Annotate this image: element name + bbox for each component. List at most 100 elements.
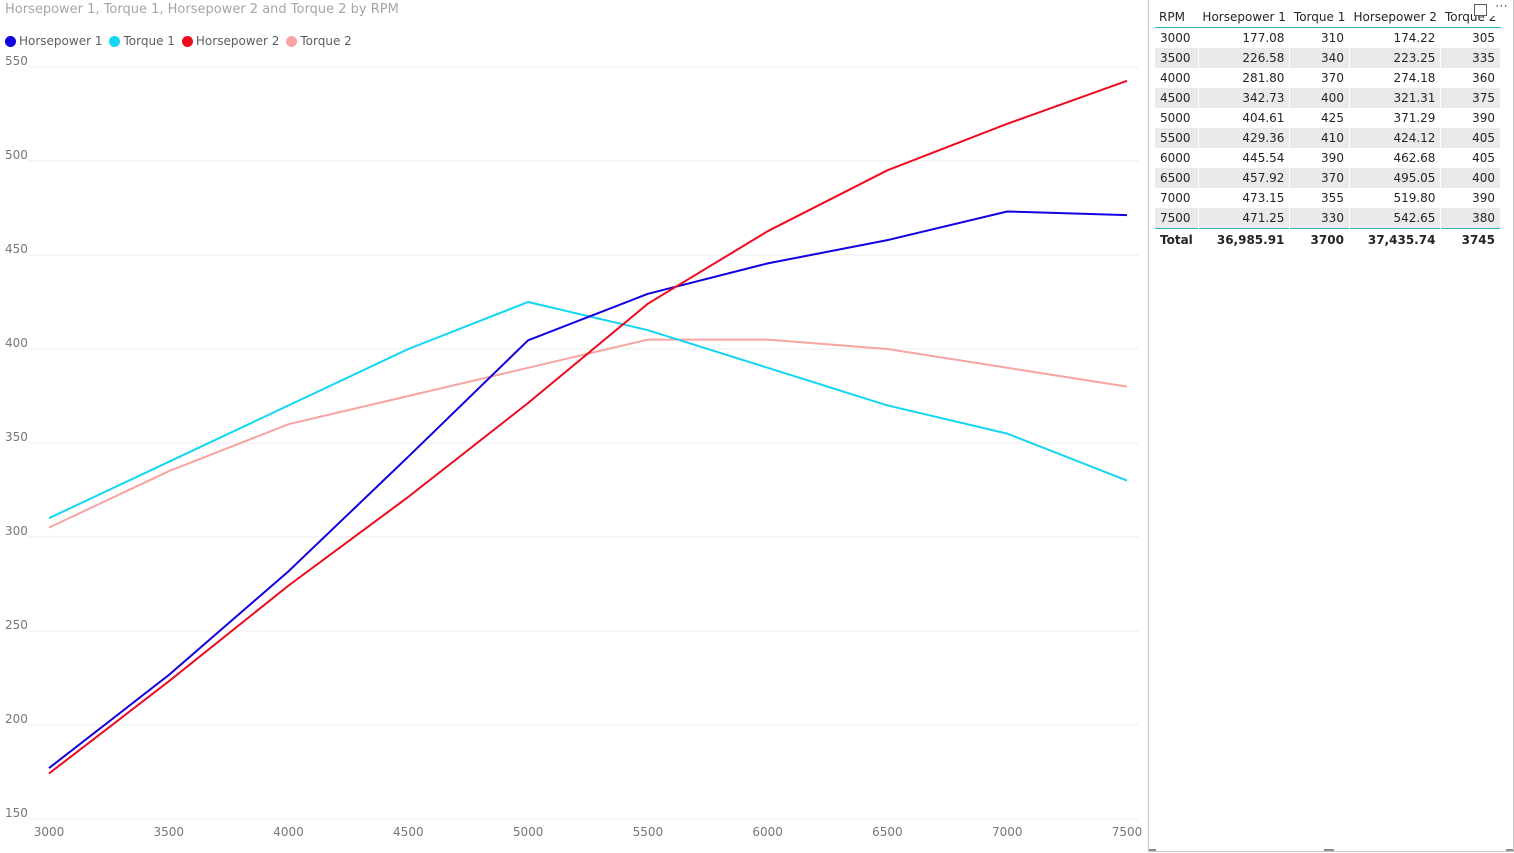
table-row[interactable]: 5000 404.61 425 371.29 390 xyxy=(1155,108,1501,128)
table-row[interactable]: 4000 281.80 370 274.18 360 xyxy=(1155,68,1501,88)
table-cell: 390 xyxy=(1440,108,1501,128)
table-cell: 6500 xyxy=(1155,168,1199,188)
table-cell: 4000 xyxy=(1155,68,1199,88)
line-chart-visual[interactable]: 150 200 250 300 350 400 450 500 550 3000 3500 4000 4… xyxy=(0,0,1144,853)
table-cell: 226.58 xyxy=(1198,48,1291,68)
table-cell: 400 xyxy=(1440,168,1501,188)
table-cell: 6000 xyxy=(1155,148,1199,168)
chart-legend: Horsepower 1 Torque 1 Horsepower 2 Torqu… xyxy=(5,34,359,48)
y-tick-label: 400 xyxy=(5,336,28,350)
table-cell: 3000 xyxy=(1155,27,1199,48)
table-cell: 405 xyxy=(1440,128,1501,148)
table-cell: 305 xyxy=(1440,27,1501,48)
data-table: RPM Horsepower 1 Torque 1 Horsepower 2 T… xyxy=(1155,6,1501,250)
table-cell: 335 xyxy=(1440,48,1501,68)
y-tick-label: 150 xyxy=(5,806,28,820)
series-line-horsepower-1[interactable] xyxy=(48,210,1128,769)
table-scroll-area[interactable]: RPM Horsepower 1 Torque 1 Horsepower 2 T… xyxy=(1155,6,1501,250)
table-cell: 371.29 xyxy=(1349,108,1442,128)
total-cell: 3700 xyxy=(1289,228,1350,250)
table-cell: 360 xyxy=(1440,68,1501,88)
table-cell: 410 xyxy=(1289,128,1350,148)
table-cell: 424.12 xyxy=(1349,128,1442,148)
column-header-horsepower-2[interactable]: Horsepower 2 xyxy=(1349,6,1441,28)
x-tick-label: 3500 xyxy=(154,825,185,839)
table-cell: 462.68 xyxy=(1349,148,1442,168)
x-tick-label: 4000 xyxy=(273,825,304,839)
table-row[interactable]: 3500 226.58 340 223.25 335 xyxy=(1155,48,1501,68)
y-tick-label: 550 xyxy=(5,54,28,68)
table-row[interactable]: 5500 429.36 410 424.12 405 xyxy=(1155,128,1501,148)
resize-handle-bottom[interactable] xyxy=(1324,849,1334,851)
legend-item-horsepower-2[interactable]: Horsepower 2 xyxy=(181,34,279,48)
x-tick-label: 5000 xyxy=(513,825,544,839)
column-header-horsepower-1[interactable]: Horsepower 1 xyxy=(1198,6,1290,28)
resize-handle-left[interactable] xyxy=(1148,422,1149,432)
x-tick-label: 6500 xyxy=(872,825,903,839)
x-tick-label: 5500 xyxy=(633,825,664,839)
table-cell: 473.15 xyxy=(1198,188,1291,208)
table-cell: 457.92 xyxy=(1198,168,1291,188)
table-cell: 519.80 xyxy=(1349,188,1442,208)
table-row[interactable]: 3000 177.08 310 174.22 305 xyxy=(1155,27,1501,48)
table-cell: 370 xyxy=(1289,168,1350,188)
table-cell: 429.36 xyxy=(1198,128,1291,148)
table-cell: 5500 xyxy=(1155,128,1199,148)
column-header-rpm[interactable]: RPM xyxy=(1155,6,1199,28)
table-row[interactable]: 7500 471.25 330 542.65 380 xyxy=(1155,208,1501,229)
legend-item-torque-2[interactable]: Torque 2 xyxy=(286,34,352,48)
legend-item-torque-1[interactable]: Torque 1 xyxy=(109,34,175,48)
table-cell: 400 xyxy=(1289,88,1350,108)
table-row[interactable]: 6500 457.92 370 495.05 400 xyxy=(1155,168,1501,188)
y-tick-label: 350 xyxy=(5,430,28,444)
table-cell: 495.05 xyxy=(1349,168,1442,188)
column-header-torque-1[interactable]: Torque 1 xyxy=(1289,6,1350,28)
table-cell: 177.08 xyxy=(1198,27,1291,48)
table-cell: 310 xyxy=(1289,27,1350,48)
y-tick-label: 500 xyxy=(5,148,28,162)
table-cell: 342.73 xyxy=(1198,88,1291,108)
legend-label: Torque 1 xyxy=(123,34,175,48)
line-chart-plot: 150 200 250 300 350 400 450 500 550 3000 3500 4000 4… xyxy=(5,54,1142,839)
legend-marker xyxy=(286,35,298,47)
table-row[interactable]: 4500 342.73 400 321.31 375 xyxy=(1155,88,1501,108)
visual-header-icons: ⋯ xyxy=(1474,0,1509,16)
table-cell: 3500 xyxy=(1155,48,1199,68)
table-cell: 404.61 xyxy=(1198,108,1291,128)
x-tick-label: 3000 xyxy=(34,825,65,839)
table-cell: 7500 xyxy=(1155,208,1199,229)
x-tick-label: 4500 xyxy=(393,825,424,839)
series-line-torque-1[interactable] xyxy=(48,301,1128,520)
more-options-icon[interactable]: ⋯ xyxy=(1495,0,1509,14)
table-visual[interactable]: RPM Horsepower 1 Torque 1 Horsepower 2 T… xyxy=(1148,0,1514,852)
resize-handle-corner-bl[interactable] xyxy=(1149,849,1156,851)
y-tick-label: 200 xyxy=(5,712,28,726)
table-row[interactable]: 6000 445.54 390 462.68 405 xyxy=(1155,148,1501,168)
y-tick-label: 250 xyxy=(5,618,28,632)
table-body: 3000 177.08 310 174.22 305 3500 226.58 340 223.2… xyxy=(1155,27,1501,250)
legend-label: Horsepower 1 xyxy=(19,34,103,48)
table-cell: 375 xyxy=(1440,88,1501,108)
legend-item-horsepower-1[interactable]: Horsepower 1 xyxy=(5,34,102,48)
x-tick-label: 7000 xyxy=(992,825,1023,839)
table-row[interactable]: 7000 473.15 355 519.80 390 xyxy=(1155,188,1501,208)
legend-marker xyxy=(5,35,16,47)
table-cell: 380 xyxy=(1440,208,1501,229)
x-tick-label: 6000 xyxy=(752,825,783,839)
series-line-torque-2[interactable] xyxy=(48,338,1128,529)
focus-mode-icon[interactable] xyxy=(1474,4,1487,16)
table-cell: 390 xyxy=(1440,188,1501,208)
chart-title: Horsepower 1, Torque 1, Horsepower 2 and… xyxy=(5,2,399,17)
series-line-horsepower-2[interactable] xyxy=(48,79,1128,775)
table-cell: 223.25 xyxy=(1349,48,1442,68)
table-cell: 390 xyxy=(1289,148,1350,168)
legend-label: Torque 2 xyxy=(300,34,352,48)
table-cell: 370 xyxy=(1289,68,1350,88)
table-cell: 7000 xyxy=(1155,188,1199,208)
table-cell: 5000 xyxy=(1155,108,1199,128)
table-cell: 281.80 xyxy=(1198,68,1291,88)
total-cell: Total xyxy=(1155,228,1199,250)
resize-handle-corner-br[interactable] xyxy=(1506,849,1513,851)
table-cell: 330 xyxy=(1289,208,1350,229)
